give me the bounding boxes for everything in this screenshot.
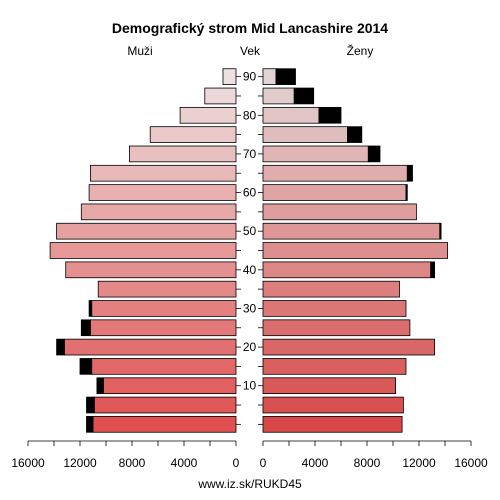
male-bar-10-14 xyxy=(103,377,237,395)
x-tick-label-right: 12000 xyxy=(402,456,436,470)
male-bar-45-49 xyxy=(49,242,237,259)
male-bar-60-64 xyxy=(88,184,237,201)
male-bar-20-24 xyxy=(64,338,237,356)
female-bar-75-79 xyxy=(262,126,348,143)
male-bar-75-79 xyxy=(149,126,237,143)
x-tick-label-right: 16000 xyxy=(454,456,488,470)
male-excess-10-14 xyxy=(96,377,104,395)
female-bar-85-89 xyxy=(262,87,295,105)
female-bar-80-84 xyxy=(262,106,320,124)
female-excess-80-84 xyxy=(318,106,342,124)
age-tick-label: 90 xyxy=(243,70,257,84)
male-bar-40-44 xyxy=(65,261,237,279)
male-excess-15-19 xyxy=(79,358,93,375)
female-bar-65-69 xyxy=(262,164,408,182)
axes-group: 10 20 30 40 50 60 70 80 90 16000 12000 8000 4000 0 0 40… xyxy=(11,70,488,470)
male-excess-0-4 xyxy=(86,416,94,433)
female-bar-90+ xyxy=(262,68,277,85)
male-excess-25-29 xyxy=(80,319,91,337)
male-bar-0-4 xyxy=(92,416,237,433)
male-excess-20-24 xyxy=(56,338,65,356)
female-bar-40-44 xyxy=(262,261,432,279)
male-excess-30-34 xyxy=(88,300,93,317)
female-bar-5-9 xyxy=(262,396,404,414)
male-bar-50-54 xyxy=(56,222,237,240)
female-bar-50-54 xyxy=(262,222,441,240)
x-tick-label-right: 8000 xyxy=(354,456,381,470)
female-excess-40-44 xyxy=(430,261,436,279)
age-axis-label: Vek xyxy=(240,44,261,58)
female-excess-85-89 xyxy=(293,87,315,105)
male-bar-25-29 xyxy=(90,319,237,337)
male-bar-65-69 xyxy=(90,164,237,182)
female-bar-70-74 xyxy=(262,145,369,163)
x-tick-label-left: 16000 xyxy=(11,456,45,470)
x-tick-label-left: 4000 xyxy=(171,456,198,470)
male-bar-85-89 xyxy=(204,87,237,105)
male-bar-55-59 xyxy=(80,203,237,221)
age-tick-label: 80 xyxy=(243,108,257,122)
female-bar-30-34 xyxy=(262,300,407,317)
age-tick-label: 70 xyxy=(243,147,257,161)
females-label: Ženy xyxy=(347,43,374,58)
female-bar-15-19 xyxy=(262,358,407,375)
female-bar-55-59 xyxy=(262,203,417,221)
chart-title: Demografický strom Mid Lancashire 2014 xyxy=(112,20,388,36)
bars-group xyxy=(49,68,449,433)
males-label: Muži xyxy=(127,44,152,58)
female-excess-50-54 xyxy=(439,222,442,240)
male-bar-90+ xyxy=(222,68,237,85)
female-excess-90+ xyxy=(275,68,296,85)
age-tick-label: 10 xyxy=(243,379,257,393)
female-bar-45-49 xyxy=(262,242,449,259)
age-tick-label: 30 xyxy=(243,301,257,315)
female-bar-20-24 xyxy=(262,338,436,356)
x-tick-label-right: 4000 xyxy=(302,456,329,470)
male-bar-5-9 xyxy=(93,396,237,414)
male-bar-80-84 xyxy=(179,106,237,124)
female-bar-0-4 xyxy=(262,416,403,433)
female-excess-60-64 xyxy=(405,184,408,201)
x-tick-label-left: 12000 xyxy=(63,456,97,470)
male-bar-30-34 xyxy=(91,300,237,317)
age-tick-label: 40 xyxy=(243,263,257,277)
x-tick-label-left: 8000 xyxy=(119,456,146,470)
female-bar-10-14 xyxy=(262,377,397,395)
male-excess-5-9 xyxy=(86,396,95,414)
footer-source[interactable]: www.iz.sk/RUKD45 xyxy=(197,477,302,491)
female-bar-35-39 xyxy=(262,280,400,298)
female-excess-70-74 xyxy=(367,145,381,163)
male-bar-35-39 xyxy=(97,280,237,298)
x-tick-label-left: 0 xyxy=(233,456,240,470)
age-tick-label: 50 xyxy=(243,224,257,238)
female-excess-75-79 xyxy=(347,126,363,143)
age-tick-label: 60 xyxy=(243,186,257,200)
female-bar-25-29 xyxy=(262,319,411,337)
male-bar-15-19 xyxy=(91,358,237,375)
male-bar-70-74 xyxy=(128,145,237,163)
female-bar-60-64 xyxy=(262,184,407,201)
x-tick-label-right: 0 xyxy=(260,456,267,470)
female-excess-65-69 xyxy=(406,164,413,182)
age-tick-label: 20 xyxy=(243,340,257,354)
